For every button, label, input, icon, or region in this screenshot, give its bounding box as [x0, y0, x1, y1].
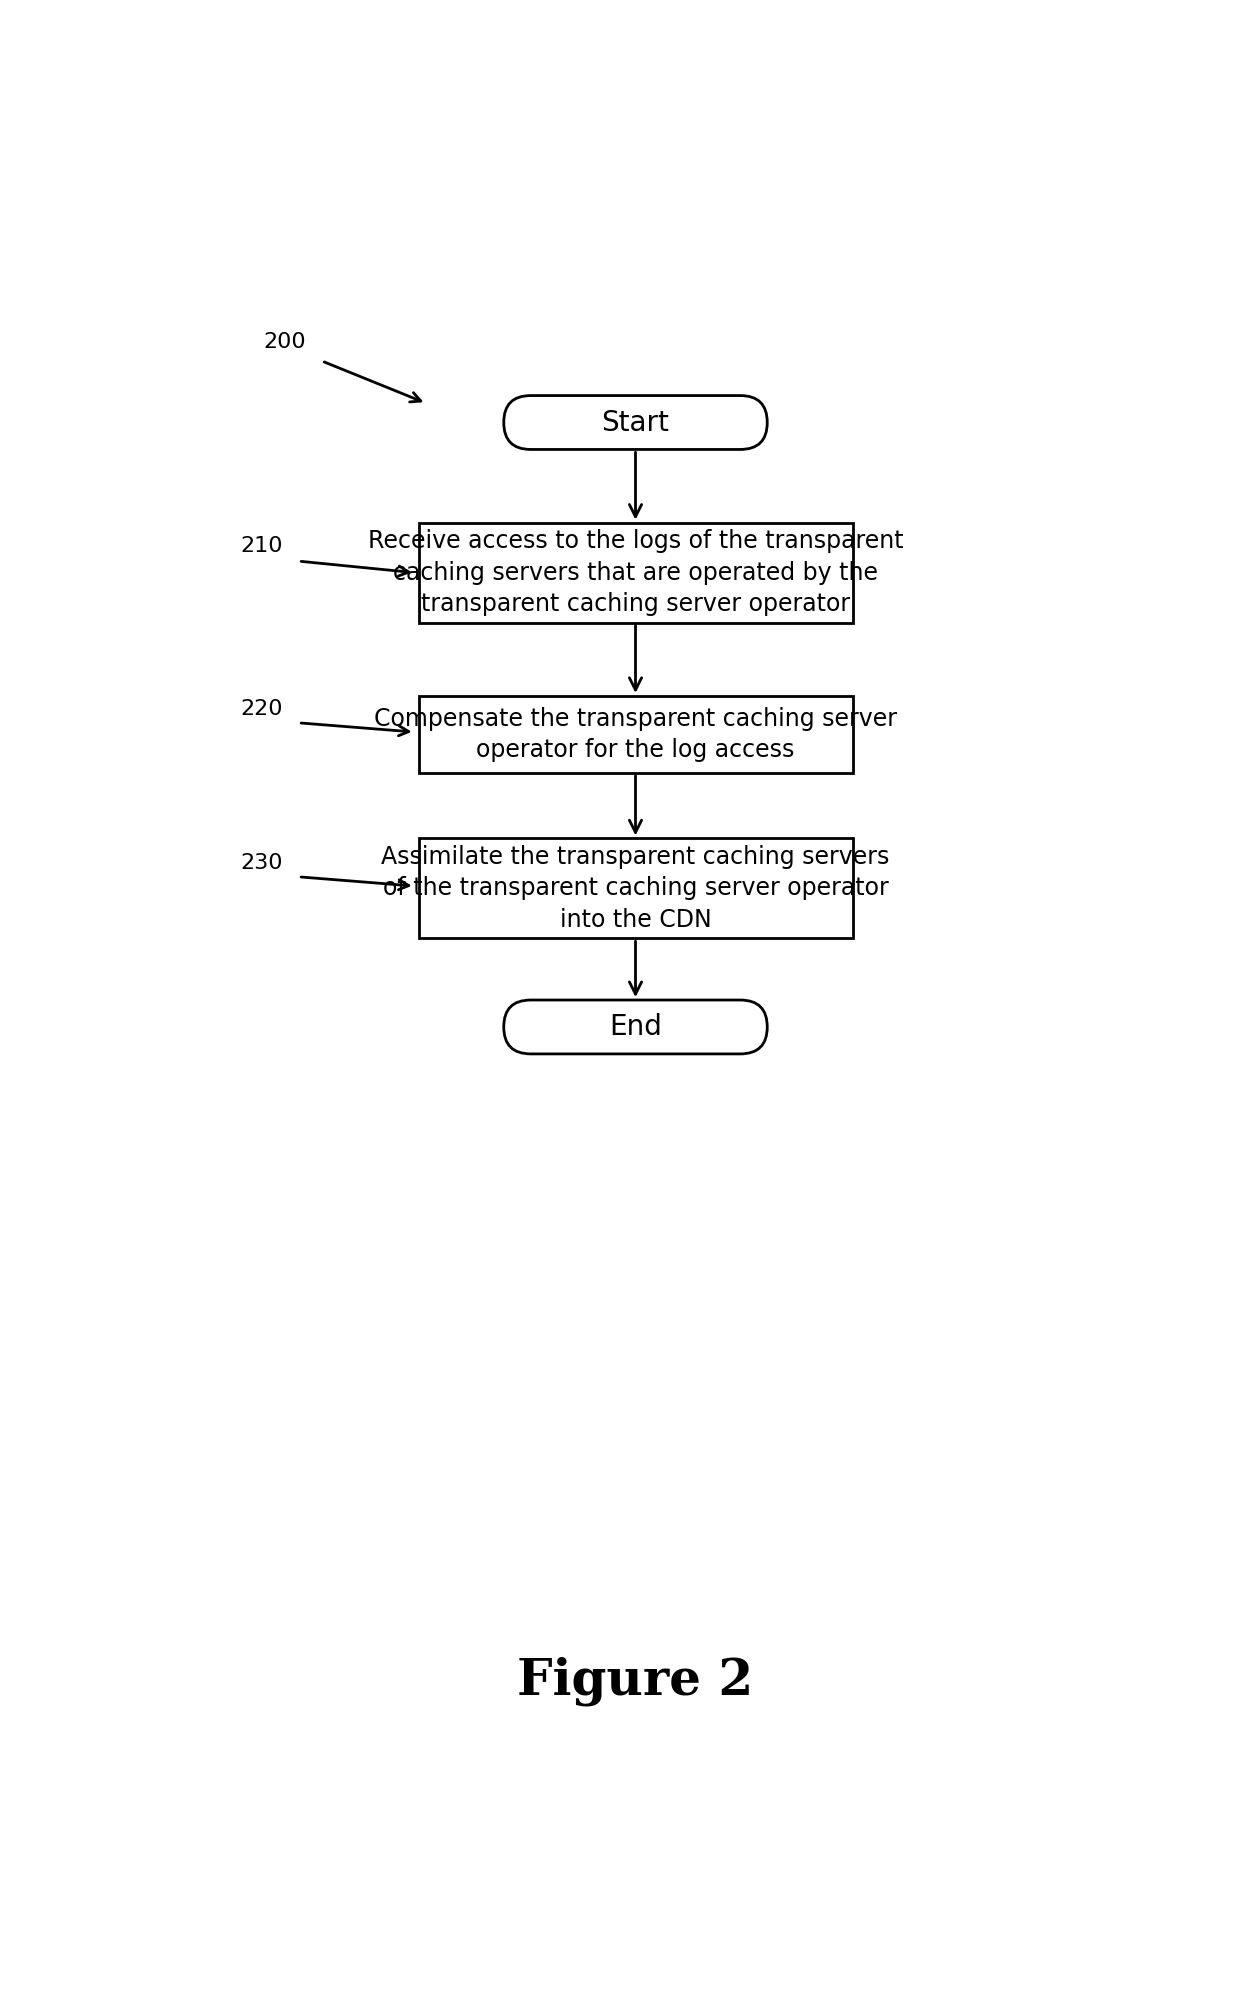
Text: Start: Start: [601, 409, 670, 437]
Text: 230: 230: [241, 854, 283, 874]
Text: Figure 2: Figure 2: [517, 1657, 754, 1707]
FancyBboxPatch shape: [503, 1000, 768, 1055]
Text: 210: 210: [241, 535, 283, 556]
Text: Compensate the transparent caching server
operator for the log access: Compensate the transparent caching serve…: [374, 707, 897, 763]
Text: Assimilate the transparent caching servers
of the transparent caching server ope: Assimilate the transparent caching serve…: [382, 845, 889, 932]
FancyBboxPatch shape: [419, 696, 853, 773]
FancyBboxPatch shape: [419, 837, 853, 938]
FancyBboxPatch shape: [503, 397, 768, 449]
Text: 200: 200: [263, 332, 306, 352]
Text: End: End: [609, 1013, 662, 1041]
Text: Receive access to the logs of the transparent
caching servers that are operated : Receive access to the logs of the transp…: [368, 529, 903, 616]
FancyBboxPatch shape: [419, 523, 853, 622]
Text: 220: 220: [241, 699, 283, 719]
